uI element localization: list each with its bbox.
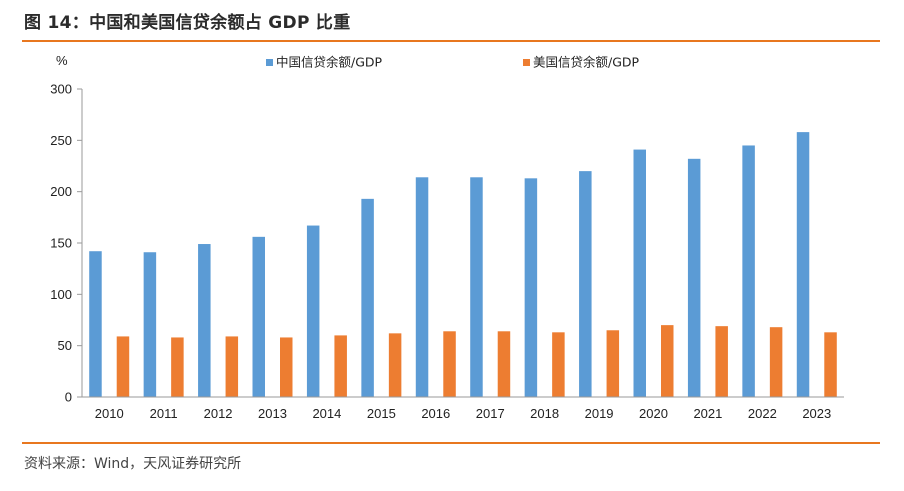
bar-china: [252, 236, 265, 397]
x-axis: 2010 2011 2012 2013 2014 2015 2016 2017 2018 2019…: [82, 396, 844, 421]
bars: [89, 132, 837, 397]
x-tick-label: 2022: [748, 406, 777, 421]
y-tick-label: 100: [50, 287, 72, 302]
bar-usa: [116, 336, 130, 397]
bar-china: [742, 145, 755, 397]
legend: 中国信贷余额/GDP 美国信贷余额/GDP: [266, 55, 640, 70]
x-tick-label: 2017: [476, 406, 505, 421]
bar-usa: [443, 331, 456, 397]
bar-china: [796, 132, 810, 397]
y-tick-label: 50: [58, 338, 72, 353]
bar-usa: [334, 335, 347, 397]
bar-usa: [661, 325, 674, 397]
bar-usa: [388, 333, 402, 397]
y-tick-label: 150: [50, 236, 72, 251]
y-axis: 0 50 100 150 200 250 300: [50, 82, 83, 405]
bar-china: [89, 251, 102, 397]
bar-china: [361, 198, 374, 397]
bar-china: [633, 149, 646, 397]
header-rule: [22, 40, 880, 42]
bar-usa: [171, 337, 184, 397]
source-note: 资料来源：Wind，天风证券研究所: [24, 456, 242, 472]
bar-usa: [715, 326, 728, 397]
bar-china: [524, 178, 538, 397]
x-tick-label: 2019: [585, 406, 614, 421]
bar-china: [198, 244, 211, 397]
x-tick-label: 2021: [693, 406, 722, 421]
bar-china: [579, 171, 592, 397]
figure-title: 图 14：中国和美国信贷余额占 GDP 比重: [24, 13, 351, 33]
y-tick-label: 0: [65, 390, 72, 405]
bar-china: [470, 177, 483, 397]
bar-china: [687, 158, 701, 397]
bar-usa: [769, 327, 783, 397]
bar-china: [143, 252, 157, 397]
bar-usa: [280, 337, 293, 397]
bar-usa: [552, 332, 565, 397]
x-tick-label: 2012: [204, 406, 233, 421]
x-tick-label: 2023: [802, 406, 831, 421]
bar-usa: [497, 331, 511, 397]
bar-usa: [606, 330, 620, 397]
bar-chart: % 中国信贷余额/GDP 美国信贷余额/GDP 0 50 100 150 200 250 30…: [50, 53, 844, 421]
legend-label: 美国信贷余额/GDP: [533, 55, 640, 70]
x-tick-label: 2014: [312, 406, 341, 421]
x-tick-label: 2013: [258, 406, 287, 421]
x-tick-label: 2018: [530, 406, 559, 421]
x-tick-label: 2020: [639, 406, 668, 421]
y-tick-label: 200: [50, 184, 72, 199]
x-tick-label: 2015: [367, 406, 396, 421]
bar-usa: [225, 336, 239, 397]
legend-label: 中国信贷余额/GDP: [276, 55, 383, 70]
legend-swatch: [266, 59, 273, 66]
x-tick-label: 2010: [95, 406, 124, 421]
bar-china: [306, 225, 320, 397]
y-tick-label: 250: [50, 133, 72, 148]
bar-usa: [824, 332, 837, 397]
x-tick-label: 2016: [421, 406, 450, 421]
footer-rule: [22, 442, 880, 444]
bar-china: [415, 177, 429, 397]
legend-swatch: [523, 59, 530, 66]
y-tick-label: 300: [50, 82, 72, 97]
y-axis-unit: %: [56, 53, 68, 68]
x-tick-label: 2011: [150, 406, 178, 421]
